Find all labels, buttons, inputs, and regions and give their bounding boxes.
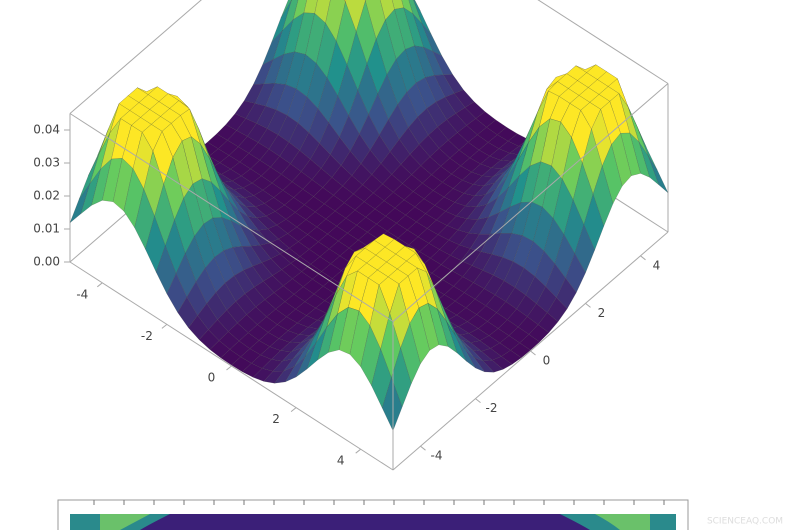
surface-facet [546,297,568,323]
z-tick-label: 0.01 [33,222,60,236]
surface-facet [620,132,641,177]
surface-facet [574,224,595,274]
surface-facet [510,342,531,359]
surface-facet [292,0,308,21]
surface-facet [381,377,403,432]
contour-spot [595,514,650,530]
z-tick-label: 0.03 [33,156,60,170]
surface-facet [583,193,605,251]
z-tick-label: 0.04 [33,123,60,137]
y-tick [420,445,426,451]
y-tick [475,398,481,403]
y-tick-label: 0 [543,354,551,368]
y-tick-label: -2 [486,401,498,415]
surface-facet [647,155,669,193]
x-tick [161,324,168,329]
box-edge [537,0,669,84]
y-tick [530,350,536,356]
surface-facet [500,349,522,365]
box-front: 0.00 0.01 0.02 0.03 0.04 -4 -2 0 2 4 -4 -2 0 2 4 [33,0,669,471]
x-tick [355,448,362,454]
surface-facet [528,324,550,343]
x-tick-label: -4 [76,287,88,301]
x-tick [290,407,297,412]
y-tick-label: 2 [598,306,606,320]
second-plot [57,499,689,530]
surface [69,0,669,432]
x-tick [96,282,103,288]
contour-spot [100,514,150,530]
box-edge [69,0,202,114]
surface-facet [280,0,292,19]
y-tick-label: -4 [431,449,443,463]
x-tick-label: 0 [208,371,216,385]
surface-facet [556,277,577,310]
surface-facet [344,0,347,3]
x-tick-label: 4 [337,454,345,468]
surface-facet [537,312,559,333]
contour-fill [70,514,676,530]
z-tick-label: 0.00 [33,255,60,269]
x-tick-label: 2 [272,412,280,426]
surface-facet [519,334,541,351]
surface-facet [611,132,632,187]
box-edge [69,113,394,322]
surface-facet [629,132,651,178]
x-tick [226,365,232,371]
surface-facet [364,0,367,2]
y-tick [585,303,591,308]
frame-ticks [93,500,665,505]
z-tick-label: 0.02 [33,189,60,203]
x-tick-label: -2 [141,329,153,343]
y-tick-label: 4 [653,258,661,272]
surface-facet [565,252,586,294]
box-edge [392,83,669,322]
surface-facet [592,165,614,227]
surface-facet [282,0,299,31]
surface-facet [601,143,623,205]
y-tick [640,255,646,261]
watermark: SCIENCEAQ.COM [707,517,783,527]
surface-facet [638,141,660,186]
